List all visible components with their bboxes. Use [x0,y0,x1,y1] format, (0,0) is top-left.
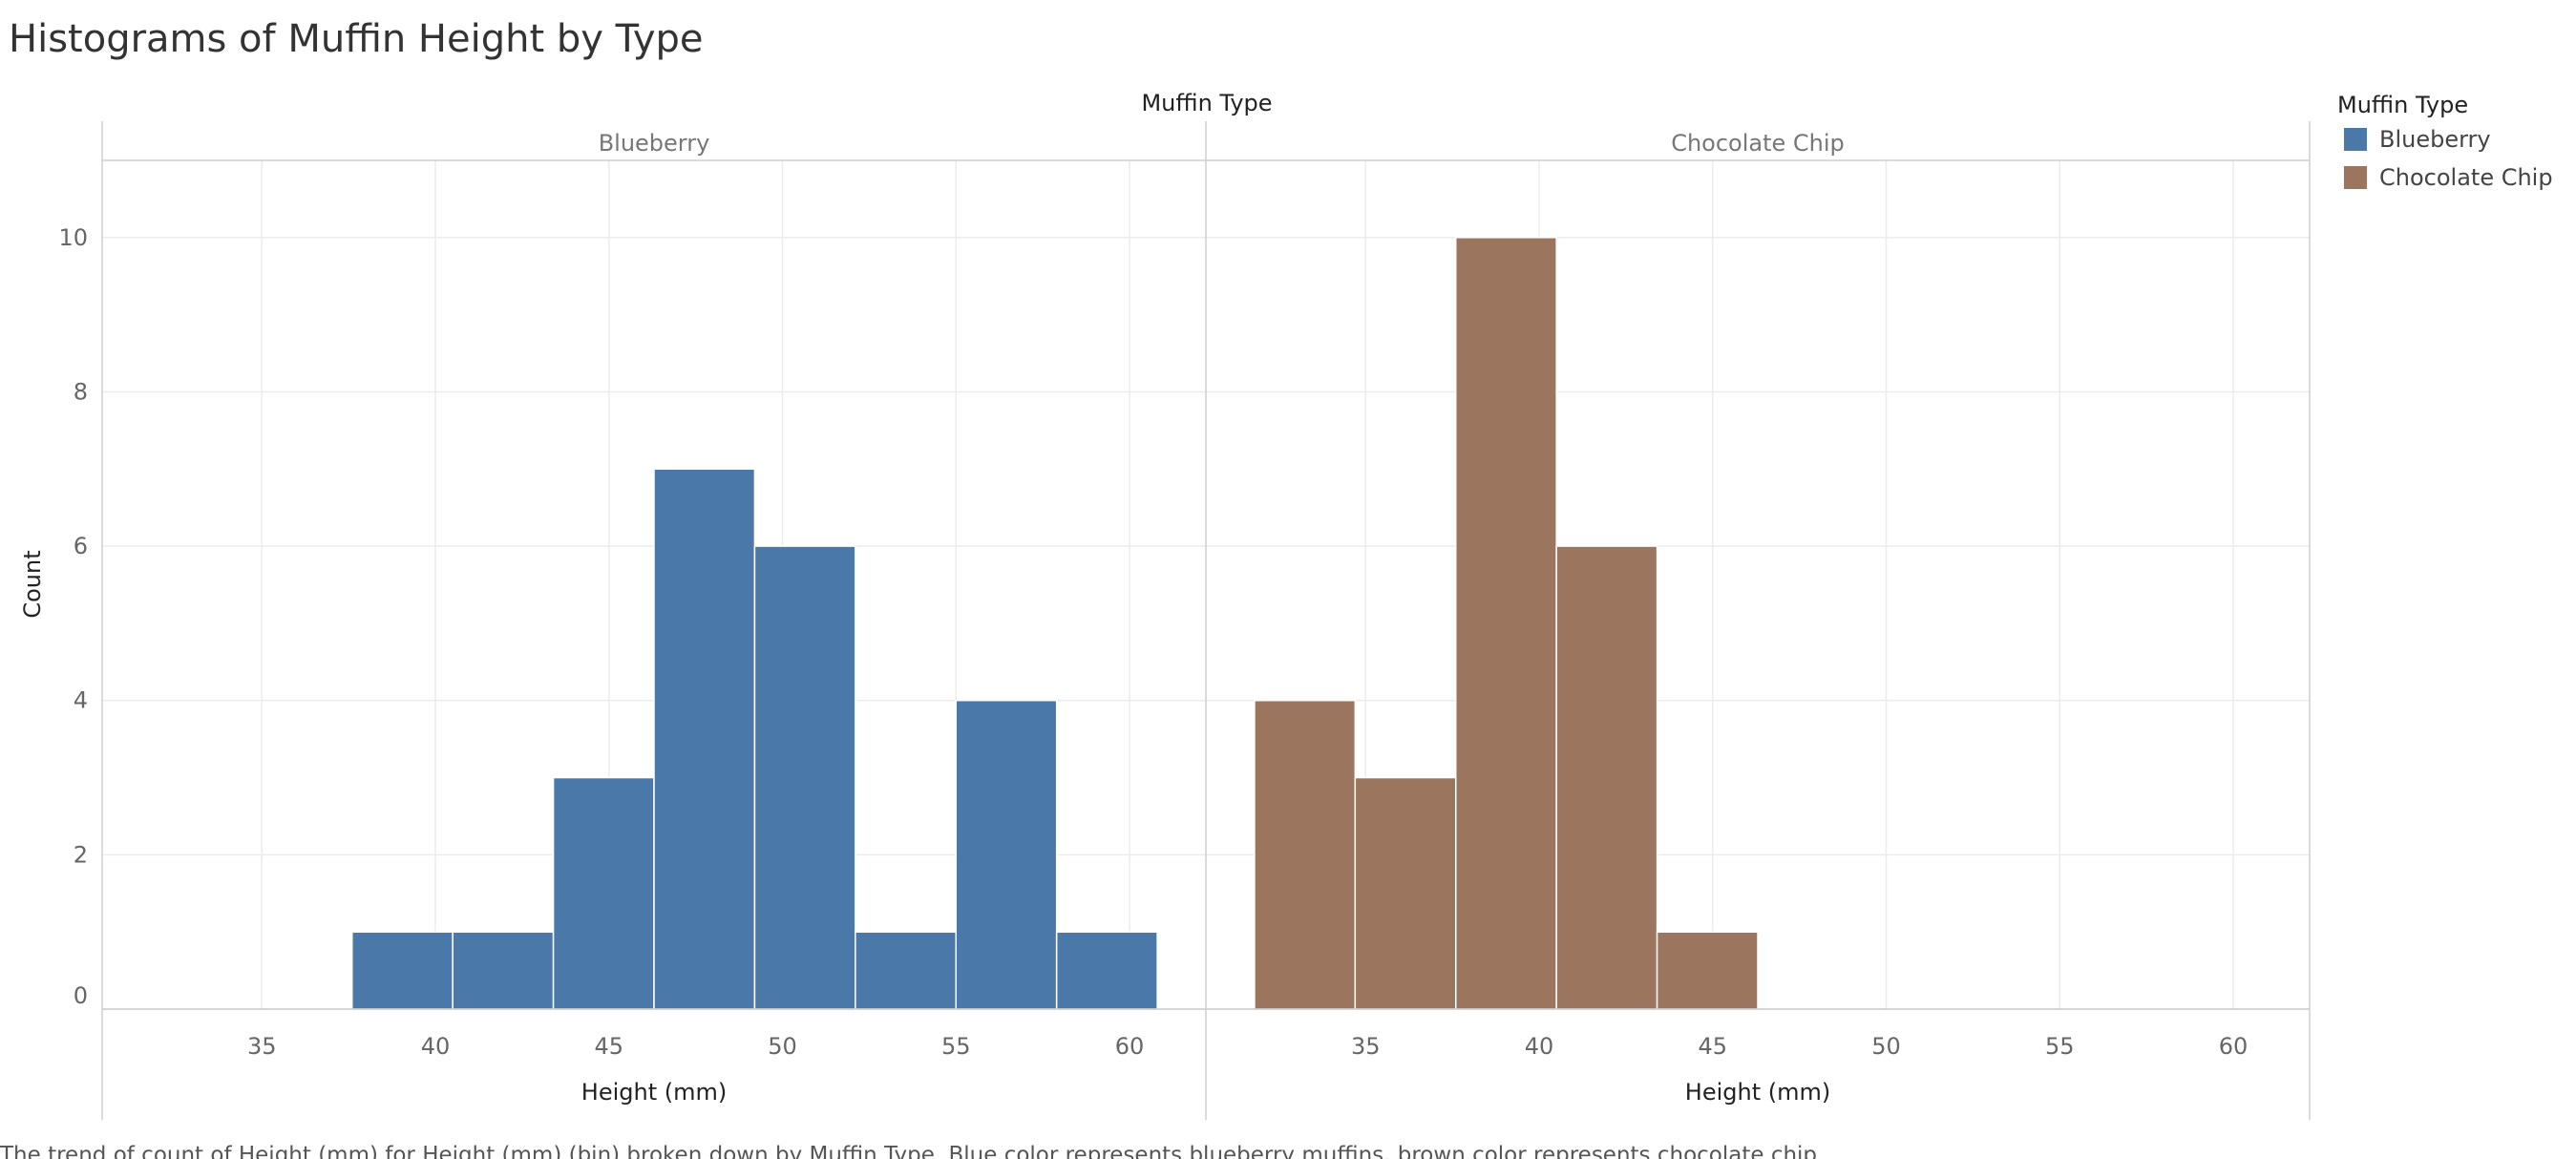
y-tick-label: 6 [74,533,88,559]
y-tick-label: 8 [74,378,88,405]
histogram-bar [1055,931,1158,1010]
histogram-bar [653,468,756,1010]
histogram-bar [1656,931,1759,1010]
chart-caption: The trend of count of Height (mm) for He… [0,1143,1824,1159]
x-tick-label: 40 [421,1033,451,1060]
x-tick-label: 35 [247,1033,277,1060]
panel-label: Blueberry [599,130,710,157]
histogram-bar [452,931,555,1010]
y-tick-label: 10 [58,224,88,251]
x-tick-label: 50 [768,1033,797,1060]
x-axis-label: Height (mm) [1685,1079,1830,1106]
legend-entry-label: Chocolate Chip [2379,164,2553,191]
y-tick-label: 0 [74,982,88,1009]
x-tick-label: 55 [2045,1033,2075,1060]
histogram-bar [1254,699,1357,1010]
y-tick-label: 4 [74,687,88,714]
x-tick-label: 60 [1115,1033,1145,1060]
histogram-bar [350,931,454,1010]
histogram-bar [1354,776,1457,1010]
legend-entry-label: Blueberry [2379,126,2491,153]
panel-label: Chocolate Chip [1671,130,1845,157]
legend-swatch [2344,166,2367,189]
histogram-bar [1555,545,1658,1010]
legend: Muffin Type Blueberry Chocolate Chip [2337,92,2553,191]
histogram-bar [552,776,655,1010]
x-tick-label: 50 [1871,1033,1901,1060]
histogram-bar [1454,237,1557,1010]
panel-chocolate-chip: Chocolate Chip 35 40 45 50 55 60 Height (mm) [1206,130,2310,1106]
x-tick-label: 40 [1525,1033,1554,1060]
x-tick-label: 35 [1351,1033,1381,1060]
histogram-bar [855,931,958,1010]
histogram-bar [955,699,1058,1010]
legend-swatch [2344,128,2367,151]
x-tick-label: 45 [594,1033,623,1060]
x-tick-label: 45 [1698,1033,1727,1060]
chart-title: Histograms of Muffin Height by Type [9,17,704,61]
x-tick-label: 55 [941,1033,971,1060]
y-tick-label: 2 [74,841,88,868]
y-axis-label: Count [19,550,46,618]
facet-header: Muffin Type [1141,90,1272,116]
x-tick-label: 60 [2219,1033,2249,1060]
histogram-bar [753,545,856,1010]
legend-title: Muffin Type [2337,92,2468,118]
panel-blueberry: Blueberry 35 40 45 50 55 60 Height (mm) [102,130,1206,1106]
x-axis-label: Height (mm) [581,1079,727,1106]
